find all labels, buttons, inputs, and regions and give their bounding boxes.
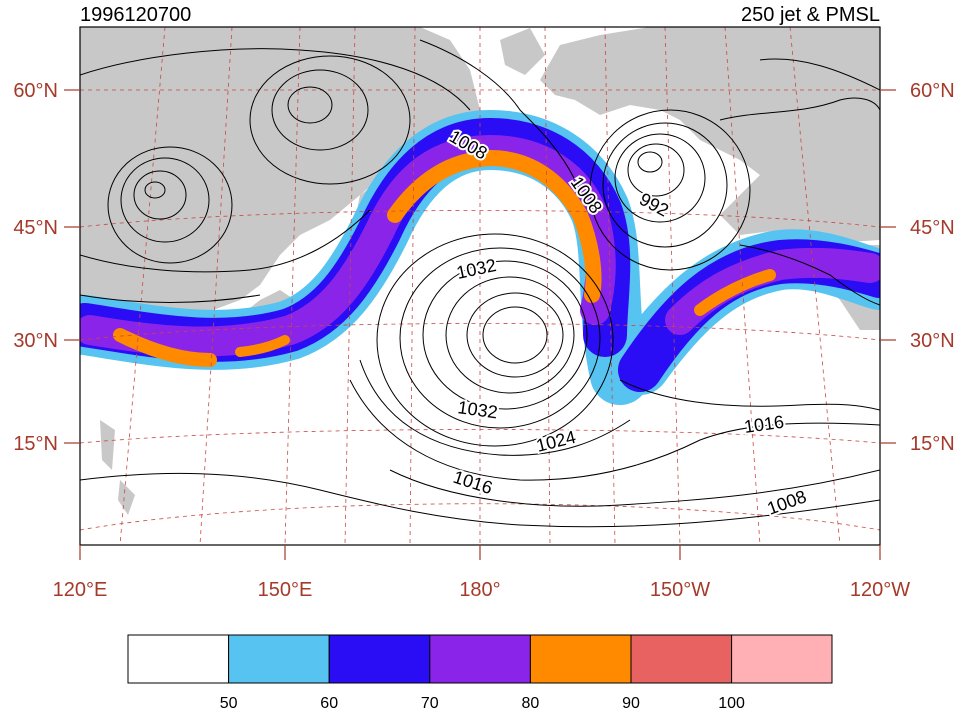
bering-islands [500, 28, 545, 75]
lon-label-120e: 120°E [53, 579, 108, 601]
philippines-islands [100, 420, 135, 515]
colorbar-label-80: 80 [522, 695, 540, 711]
colorbar-label-70: 70 [421, 695, 439, 711]
jet-80-band-japan [235, 335, 290, 357]
colorbar-box-2 [228, 634, 330, 684]
map-area: 1008 1008 992 1032 1032 1024 1016 1016 1… [80, 27, 880, 545]
colorbar-label-60: 60 [320, 695, 338, 711]
colorbar: 50 60 70 80 90 100 [127, 634, 833, 711]
alaska-landmass [540, 27, 880, 245]
jet-shading [80, 110, 880, 405]
colorbar-box-6 [630, 634, 733, 684]
jet-80-band-west [113, 328, 217, 367]
lon-label-150w: 150°W [650, 579, 710, 601]
colorbar-label-90: 90 [622, 695, 640, 711]
lat-label-45n-right: 45°N [910, 217, 955, 239]
lat-label-30n-right: 30°N [910, 330, 955, 352]
lon-label-180: 180° [459, 579, 500, 601]
lat-label-45n-left: 45°N [13, 217, 58, 239]
plot-title: 250 jet & PMSL [741, 4, 880, 26]
colorbar-box-7 [731, 634, 833, 684]
colorbar-label-50: 50 [220, 695, 238, 711]
lon-label-150e: 150°E [258, 579, 313, 601]
lon-label-120w: 120°W [850, 579, 910, 601]
tick-marks [64, 89, 896, 560]
jet-80-band-east [694, 269, 776, 316]
pmsl-contours [80, 39, 880, 528]
graticule [80, 27, 880, 545]
lat-label-15n-right: 15°N [910, 433, 955, 455]
lat-label-15n-left: 15°N [13, 433, 58, 455]
latitude-labels: 60°N 45°N 30°N 15°N 60°N 45°N 30°N 15°N [13, 80, 954, 455]
asia-landmass [80, 27, 480, 345]
colorbar-label-100: 100 [718, 695, 745, 711]
lat-label-60n-right: 60°N [910, 80, 955, 102]
lat-label-30n-left: 30°N [13, 330, 58, 352]
colorbar-box-1 [127, 634, 230, 684]
jet-70-band [80, 135, 880, 357]
colorbar-box-5 [529, 634, 632, 684]
longitude-labels: 120°E 150°E 180° 150°W 120°W [53, 579, 911, 601]
lat-label-60n-left: 60°N [13, 80, 58, 102]
jet-80-band-north [387, 150, 602, 303]
colorbar-box-4 [429, 634, 531, 684]
date-title: 1996120700 [80, 4, 191, 26]
colorbar-box-3 [328, 634, 431, 684]
